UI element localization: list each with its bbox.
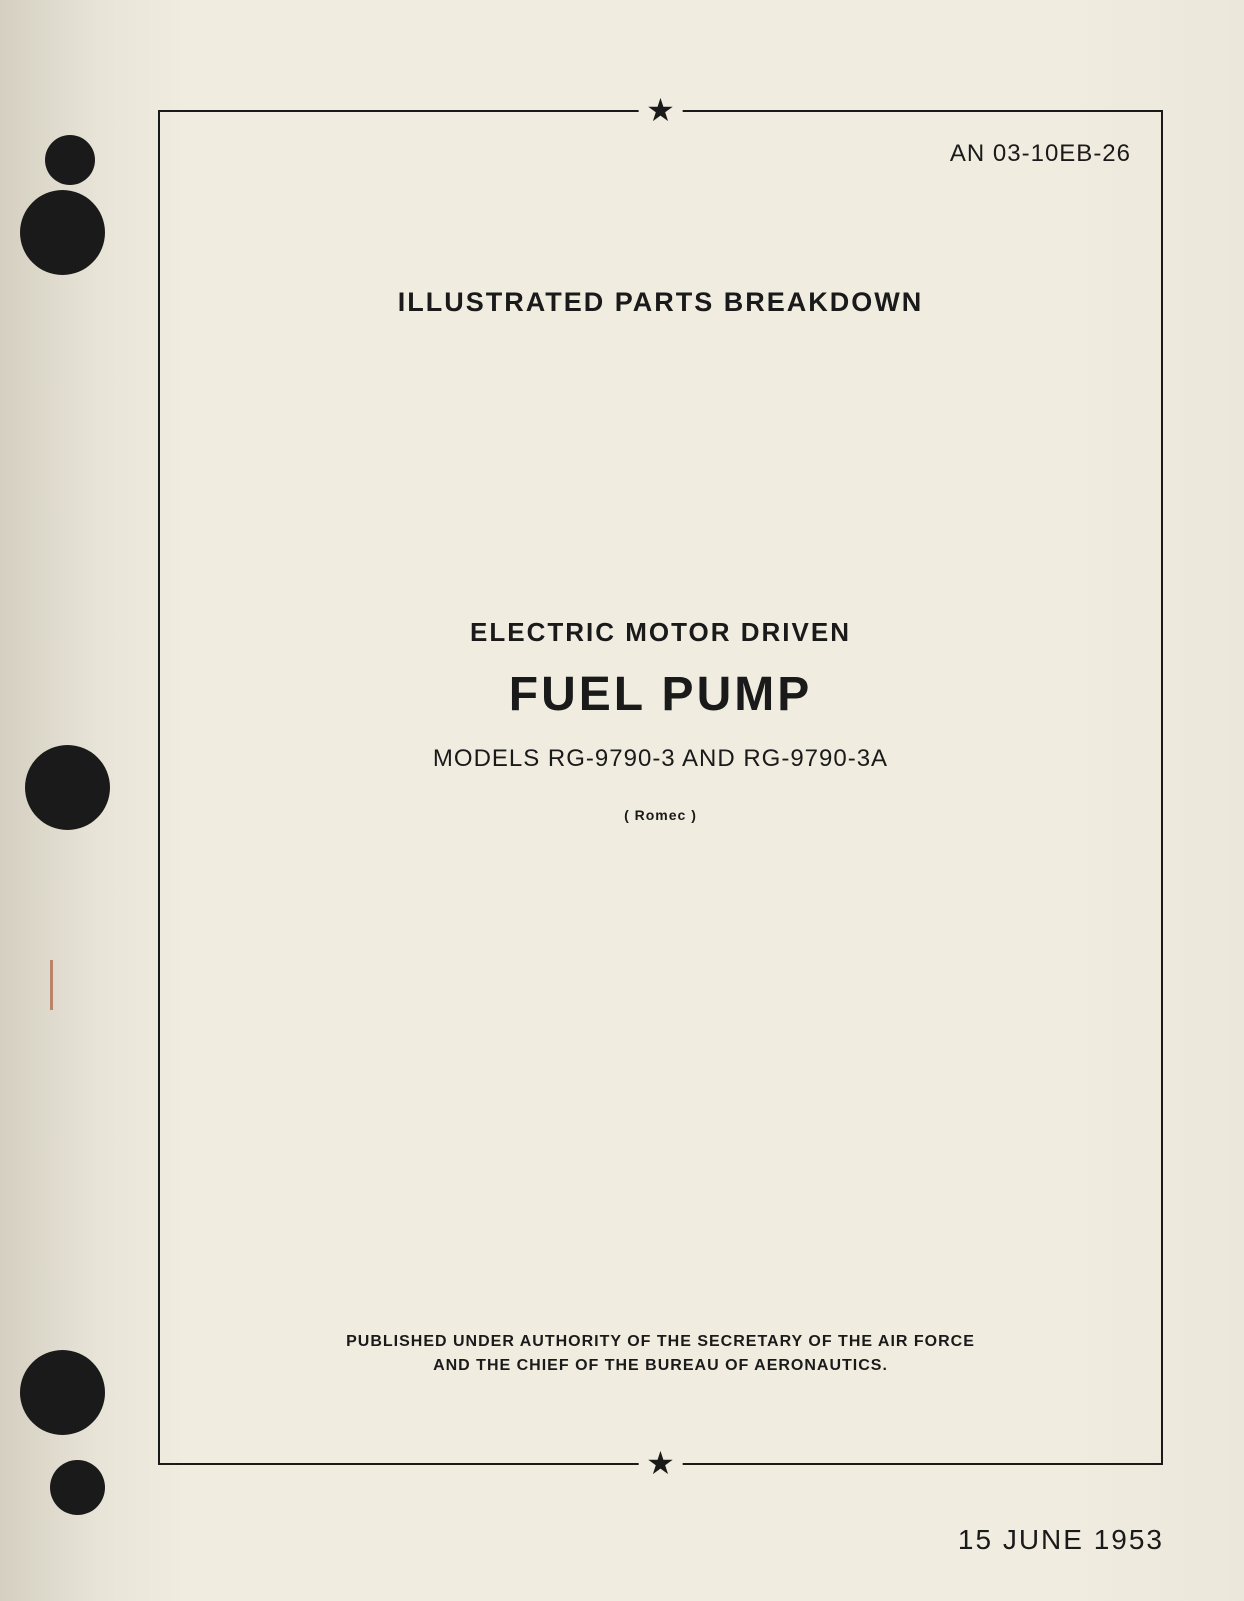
punch-hole	[20, 190, 105, 275]
authority-text: PUBLISHED UNDER AUTHORITY OF THE SECRETA…	[160, 1330, 1161, 1378]
punch-hole	[20, 1350, 105, 1435]
document-number: AN 03-10EB-26	[950, 140, 1131, 168]
models-text: MODELS RG-9790-3 AND RG-9790-3A	[160, 745, 1161, 773]
punch-hole	[45, 135, 95, 185]
star-bottom-icon: ★	[638, 1447, 683, 1479]
publication-date: 15 JUNE 1953	[958, 1524, 1164, 1556]
manufacturer-text: ( Romec )	[160, 807, 1161, 823]
subtitle: ELECTRIC MOTOR DRIVEN	[160, 617, 1161, 648]
punch-hole	[50, 1460, 105, 1515]
punch-hole	[25, 745, 110, 830]
section-title: ILLUSTRATED PARTS BREAKDOWN	[160, 287, 1161, 318]
staple-mark	[50, 960, 53, 1010]
star-top-icon: ★	[638, 94, 683, 126]
authority-line-1: PUBLISHED UNDER AUTHORITY OF THE SECRETA…	[346, 1333, 975, 1350]
authority-line-2: AND THE CHIEF OF THE BUREAU OF AERONAUTI…	[433, 1357, 888, 1374]
main-title: FUEL PUMP	[160, 667, 1161, 722]
document-frame: ★ ★ AN 03-10EB-26 ILLUSTRATED PARTS BREA…	[158, 110, 1163, 1465]
